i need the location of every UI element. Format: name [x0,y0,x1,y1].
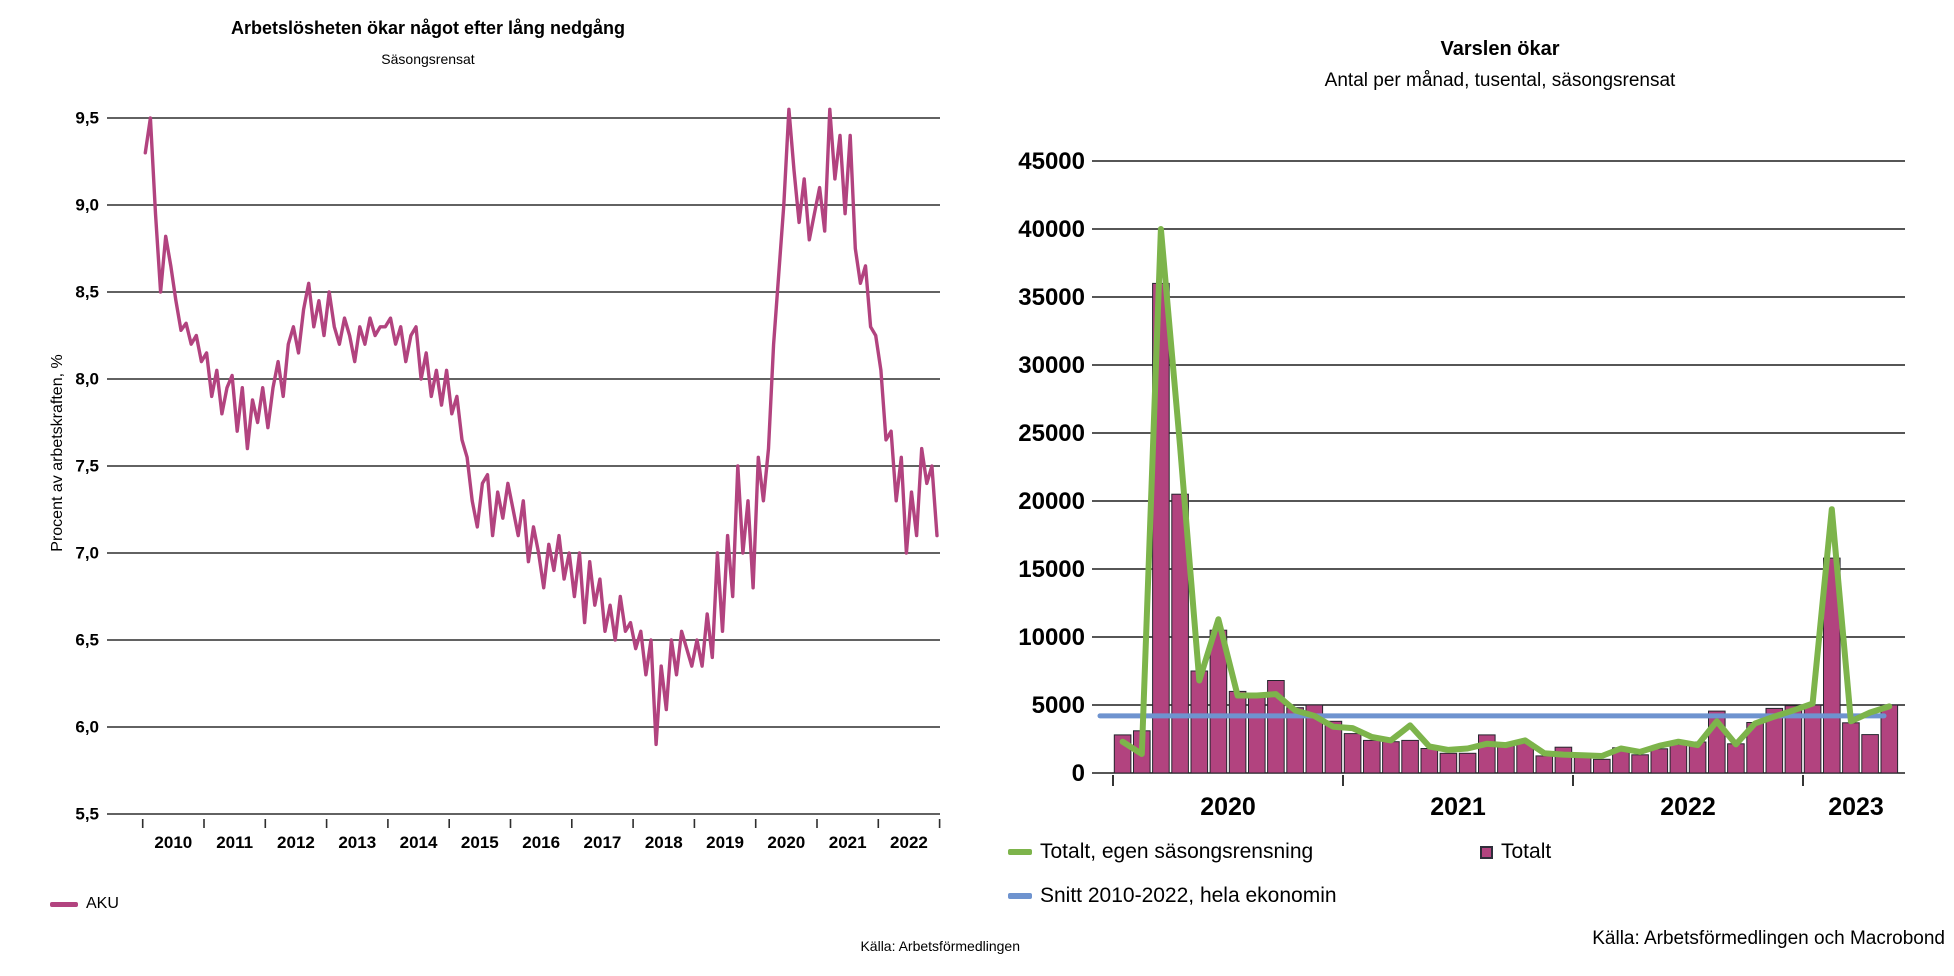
bar [1823,557,1841,774]
left-chart-legend: AKU [50,895,119,913]
y-tick-label: 35000 [1018,284,1085,311]
bar [1420,748,1439,774]
x-year-label: 2018 [645,833,683,852]
bar [1650,748,1669,774]
bar [1554,746,1573,774]
bars-swatch [1480,845,1493,859]
x-year-label: 2022 [1660,793,1716,821]
seasonal-adjusted-line [1119,226,1893,759]
bar [1305,704,1324,774]
y-tick-label: 8,5 [75,283,99,302]
right-chart-plot: 45000 40000 35000 30000 25000 20000 15000 10000… [1018,148,1905,821]
y-tick-label: 0 [1072,760,1085,787]
bar [1267,680,1285,774]
bar [1458,752,1477,774]
right-legend-bars-item: Totalt [1480,840,1551,864]
x-year-label: 2017 [584,833,622,852]
y-tick-label: 6,5 [75,631,99,650]
bar [1727,743,1745,774]
y-tick-label: 8,0 [75,370,99,389]
y-tick-label: 5000 [1032,692,1085,719]
left-chart-plot: 9,5 9,0 8,5 8,0 7,5 7,0 6,5 6,0 5,5 2010 2011 2012 2… [75,107,941,852]
x-year-label: 2023 [1828,793,1884,821]
avg-line-legend-label: Snitt 2010-2022, hela ekonomin [1040,884,1337,907]
bar [1190,670,1209,774]
right-chart-subtitle: Antal per månad, tusental, säsongsrensat [1324,70,1676,91]
right-legend-avg-item: Snitt 2010-2022, hela ekonomin [1008,884,1337,908]
x-year-label: 2021 [1430,793,1486,821]
x-year-label: 2022 [890,833,928,852]
x-year-label: 2019 [706,833,744,852]
x-year-label: 2021 [829,833,867,852]
green-line-swatch [1008,849,1032,855]
bar [1248,696,1266,774]
y-tick-label: 30000 [1018,352,1085,379]
green-line-legend-label: Totalt, egen säsongsrensning [1040,840,1314,863]
x-year-label: 2016 [522,833,560,852]
y-tick-label: 6,0 [75,718,99,737]
y-tick-label: 9,5 [75,109,99,128]
bar [1861,734,1879,774]
x-year-label: 2013 [338,833,376,852]
x-year-label: 2010 [154,833,192,852]
bar [1478,734,1496,774]
bar [1343,733,1362,774]
right-chart-title: Varslen ökar [1440,38,1560,60]
bar [1382,741,1400,774]
bar [1324,720,1343,774]
y-tick-label: 7,0 [75,544,99,563]
y-tick-label: 45000 [1018,148,1085,175]
bar [1842,722,1860,774]
bar [1363,739,1381,774]
bar [1497,745,1515,774]
aku-legend-label: AKU [86,895,119,912]
y-tick-label: 15000 [1018,556,1085,583]
y-tick-label: 10000 [1018,624,1085,651]
y-tick-label: 40000 [1018,216,1085,243]
right-legend-line-item: Totalt, egen säsongsrensning [1008,840,1313,864]
bar [1593,758,1611,774]
x-year-label: 2020 [1200,793,1256,821]
x-year-label: 2012 [277,833,315,852]
blue-line-swatch [1008,893,1032,899]
bar [1171,493,1189,774]
bars-legend-label: Totalt [1501,840,1552,863]
aku-line-swatch [50,901,78,907]
x-year-label: 2014 [400,833,438,852]
aku-series-line [143,107,939,747]
y-tick-label: 5,5 [75,805,99,824]
left-chart-subtitle: Säsongsrensat [381,51,475,67]
left-chart-source: Källa: Arbetsförmedlingen [860,938,1020,954]
bar [1228,690,1247,774]
bar [1439,752,1458,774]
x-year-label: 2011 [216,833,253,852]
bar [1401,739,1419,774]
bar [1631,754,1649,774]
bar [1669,743,1688,774]
x-year-label: 2015 [461,833,499,852]
left-chart-title: Arbetslösheten ökar något efter lång ned… [230,18,626,38]
y-tick-label: 20000 [1018,488,1085,515]
bar [1765,707,1784,774]
bar [1784,705,1803,774]
y-tick-label: 25000 [1018,420,1085,447]
right-chart-source: Källa: Arbetsförmedlingen och Macrobond [1592,928,1945,949]
y-tick-label: 7,5 [75,457,99,476]
x-year-label: 2020 [767,833,805,852]
bar [1535,755,1554,774]
y-tick-label: 9,0 [75,196,99,215]
